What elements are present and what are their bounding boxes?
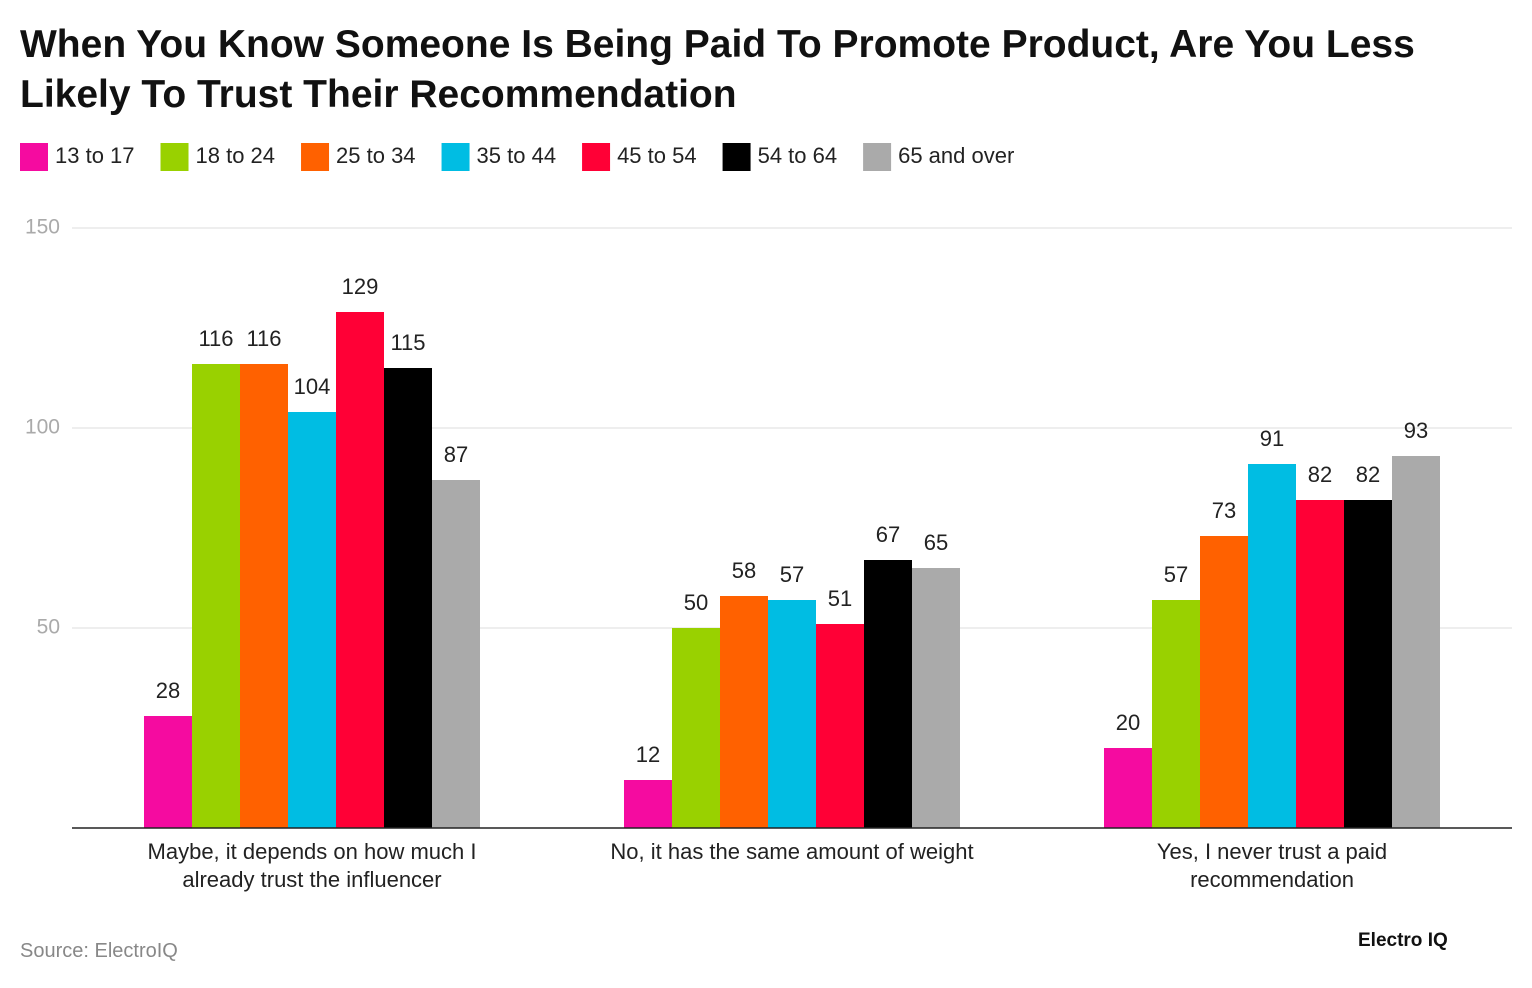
value-label: 50 xyxy=(684,590,708,615)
legend-swatch xyxy=(441,143,470,171)
source: Source: ElectroIQ xyxy=(20,940,178,962)
legend-swatch xyxy=(160,143,189,171)
bar xyxy=(864,560,912,828)
bar xyxy=(432,480,480,828)
legend-swatch xyxy=(582,143,611,171)
legend-label: 54 to 64 xyxy=(758,143,838,168)
legend-label: 18 to 24 xyxy=(196,143,276,168)
value-label: 82 xyxy=(1308,462,1332,487)
y-tick-label: 50 xyxy=(37,616,60,639)
value-label: 67 xyxy=(876,522,900,547)
x-tick-label: No, it has the same amount of weight xyxy=(610,839,974,864)
legend-label: 45 to 54 xyxy=(617,143,697,168)
legend-label: 35 to 44 xyxy=(477,143,557,168)
logo: Electro IQ xyxy=(1358,930,1448,951)
value-label: 116 xyxy=(246,326,281,351)
value-label: 129 xyxy=(342,274,379,299)
value-label: 91 xyxy=(1260,426,1284,451)
bar xyxy=(1200,536,1248,828)
bar xyxy=(720,596,768,828)
legend-label: 65 and over xyxy=(898,143,1014,168)
value-label: 51 xyxy=(828,586,852,611)
y-tick-label: 100 xyxy=(25,416,60,439)
value-label: 115 xyxy=(390,330,425,355)
legend-swatch xyxy=(301,143,330,171)
value-label: 57 xyxy=(780,562,804,587)
value-label: 28 xyxy=(156,678,180,703)
bar xyxy=(672,628,720,828)
legend-swatch xyxy=(863,143,892,171)
bar xyxy=(1152,600,1200,828)
bar xyxy=(624,780,672,828)
value-label: 116 xyxy=(198,326,233,351)
y-tick-label: 150 xyxy=(25,216,60,239)
value-label: 57 xyxy=(1164,562,1188,587)
value-label: 87 xyxy=(444,442,468,467)
value-label: 58 xyxy=(732,558,756,583)
bar xyxy=(1296,500,1344,828)
bar xyxy=(384,368,432,828)
value-label: 12 xyxy=(636,742,660,767)
value-label: 73 xyxy=(1212,498,1236,523)
bar xyxy=(240,364,288,828)
value-label: 20 xyxy=(1116,710,1140,735)
bar xyxy=(768,600,816,828)
bar xyxy=(816,624,864,828)
value-label: 104 xyxy=(294,374,331,399)
bar xyxy=(1344,500,1392,828)
legend-label: 25 to 34 xyxy=(336,143,416,168)
bar xyxy=(336,312,384,828)
x-tick-label: Yes, I never trust a paid recommendation xyxy=(1156,839,1388,892)
bar xyxy=(912,568,960,828)
bar xyxy=(1248,464,1296,828)
bar xyxy=(1104,748,1152,828)
bar xyxy=(144,716,192,828)
chart-title: When You Know Someone Is Being Paid To P… xyxy=(20,23,1415,116)
legend-label: 13 to 17 xyxy=(55,143,135,168)
bar xyxy=(288,412,336,828)
bar xyxy=(1392,456,1440,828)
bar xyxy=(192,364,240,828)
x-tick-label: Maybe, it depends on how much I already … xyxy=(147,839,477,892)
value-label: 93 xyxy=(1404,418,1428,443)
value-label: 82 xyxy=(1356,462,1380,487)
value-label: 65 xyxy=(924,530,948,555)
legend-swatch xyxy=(20,143,48,171)
legend-swatch xyxy=(722,143,751,171)
